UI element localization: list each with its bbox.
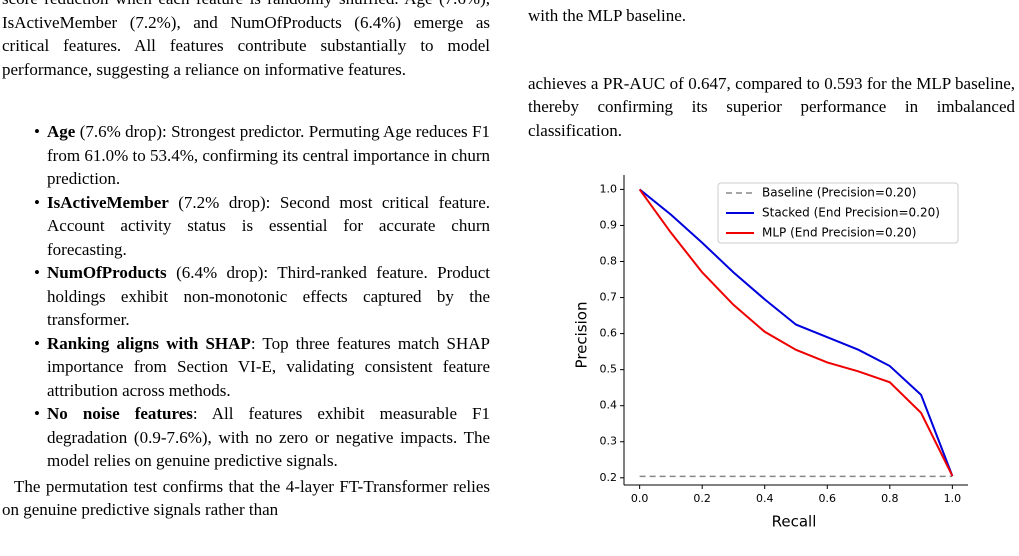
bullet-term: IsActiveMember	[47, 192, 169, 212]
y-tick-label: 0.7	[600, 291, 618, 304]
bullet: Age (7.6% drop): Strongest predictor. Pe…	[34, 120, 490, 191]
paragraph: with the MLP baseline.	[528, 6, 687, 25]
y-tick-label: 0.2	[600, 471, 618, 484]
x-tick-label: 0.0	[631, 492, 649, 505]
series-line	[638, 188, 954, 477]
x-axis-label: Recall	[772, 513, 817, 531]
bullet-text: (6.4% drop): Third-ranked feature. Produ…	[47, 263, 491, 329]
bullet-text: : Top three features match SHAP importan…	[47, 333, 490, 400]
y-tick-label: 0.4	[600, 399, 618, 412]
y-axis-label: Precision	[573, 302, 591, 369]
bullet: NumOfProducts (6.4% drop): Third-ranked …	[34, 261, 491, 332]
right-column: with the MLP baseline. achieves a PR-AUC…	[528, 4, 1015, 142]
legend-label: Stacked (End Precision=0.20)	[762, 206, 940, 220]
series-line	[639, 188, 954, 477]
paragraph: The permutation test confirms that the 4…	[2, 476, 490, 520]
bullet-term: Ranking aligns with SHAP	[47, 333, 251, 353]
x-tick-label: 0.2	[693, 492, 711, 505]
paragraph: achieves a PR-AUC of 0.647, compared to …	[528, 73, 1015, 140]
bullet-list: Age (7.6% drop): Strongest predictor. Pe…	[2, 120, 490, 473]
bullet: No noise features: All features exhibit …	[34, 402, 490, 473]
bullet-term: NumOfProducts	[47, 263, 167, 282]
x-tick-label: 0.6	[819, 492, 837, 505]
y-tick-label: 0.8	[600, 255, 618, 268]
legend-label: MLP (End Precision=0.20)	[762, 226, 916, 240]
legend-box	[717, 182, 959, 244]
bullet-term: Age	[47, 122, 76, 141]
bullet: Ranking aligns with SHAP: Top three feat…	[34, 332, 490, 403]
y-tick-label: 0.6	[600, 327, 618, 340]
x-tick-label: 0.4	[756, 492, 774, 505]
bullet-text: : All features exhibit measurable F1 deg…	[47, 404, 490, 470]
y-tick-label: 0.9	[600, 218, 618, 231]
x-tick-label: 1.0	[944, 492, 962, 505]
x-tick-label: 0.8	[881, 492, 899, 505]
y-tick-label: 1.0	[600, 182, 618, 195]
bullet-text: (7.6% drop): Strongest predictor. Permut…	[47, 122, 490, 188]
left-column: score reduction when each feature is ran…	[2, 0, 490, 522]
y-tick-label: 0.5	[600, 363, 618, 376]
bullet-text: (7.2% drop): Second most critical featur…	[47, 192, 490, 259]
y-tick-label: 0.3	[600, 435, 618, 448]
legend-label: Baseline (Precision=0.20)	[762, 186, 916, 200]
bullet: IsActiveMember (7.2% drop): Second most …	[34, 191, 490, 262]
paragraph: score reduction when each feature is ran…	[2, 0, 490, 79]
chart: Recall Precision 0.0 0.2 0.4 0.6 0.8 1.0 0.2 0.…	[573, 175, 968, 531]
bullet-term: No noise features	[47, 404, 193, 423]
